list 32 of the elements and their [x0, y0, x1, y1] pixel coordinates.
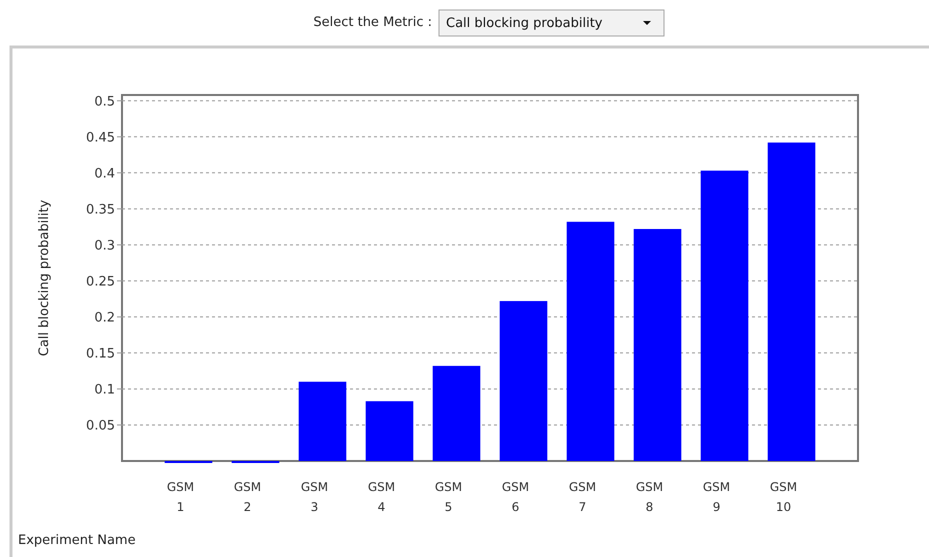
- x-tick-label: GSM 1: [166, 480, 194, 514]
- x-tick-label: GSM 8: [636, 480, 664, 514]
- x-tick-label: GSM 10: [770, 480, 798, 514]
- y-tick-label: 0.4: [94, 166, 115, 182]
- x-tick-label: GSM 3: [300, 480, 328, 514]
- x-tick-label: GSM 7: [568, 480, 596, 514]
- bar: [700, 170, 748, 461]
- y-tick-label: 0.1: [94, 382, 115, 398]
- bar: [298, 382, 346, 461]
- y-axis-title: Call blocking probability: [37, 199, 52, 356]
- x-axis-title: Experiment Name: [18, 533, 136, 548]
- x-tick-label: GSM 6: [502, 480, 530, 514]
- dropdown-field: Call blocking probability: [438, 10, 664, 36]
- y-tick-label: 0.5: [94, 94, 115, 110]
- bar: [566, 222, 614, 461]
- x-tick-label: GSM 4: [368, 480, 396, 514]
- bar: [634, 229, 682, 461]
- y-tick-label: 0.2: [94, 310, 115, 326]
- y-tick-label: 0.45: [86, 130, 115, 146]
- y-tick-label: 0.25: [86, 274, 115, 290]
- bar: [432, 366, 480, 461]
- y-tick-label: 0.3: [94, 238, 115, 254]
- x-tick-label: GSM 2: [234, 480, 262, 514]
- x-tick-label: GSM 5: [434, 480, 462, 514]
- x-tick-label: GSM 9: [702, 480, 730, 514]
- text: Select the Metric :: [313, 15, 432, 30]
- y-tick-label: 0.15: [86, 346, 115, 362]
- bar: [768, 142, 816, 461]
- y-tick-label: 0.35: [86, 202, 115, 218]
- bar: [500, 301, 548, 461]
- y-tick-label: 0.05: [86, 418, 115, 434]
- bar: [366, 401, 414, 461]
